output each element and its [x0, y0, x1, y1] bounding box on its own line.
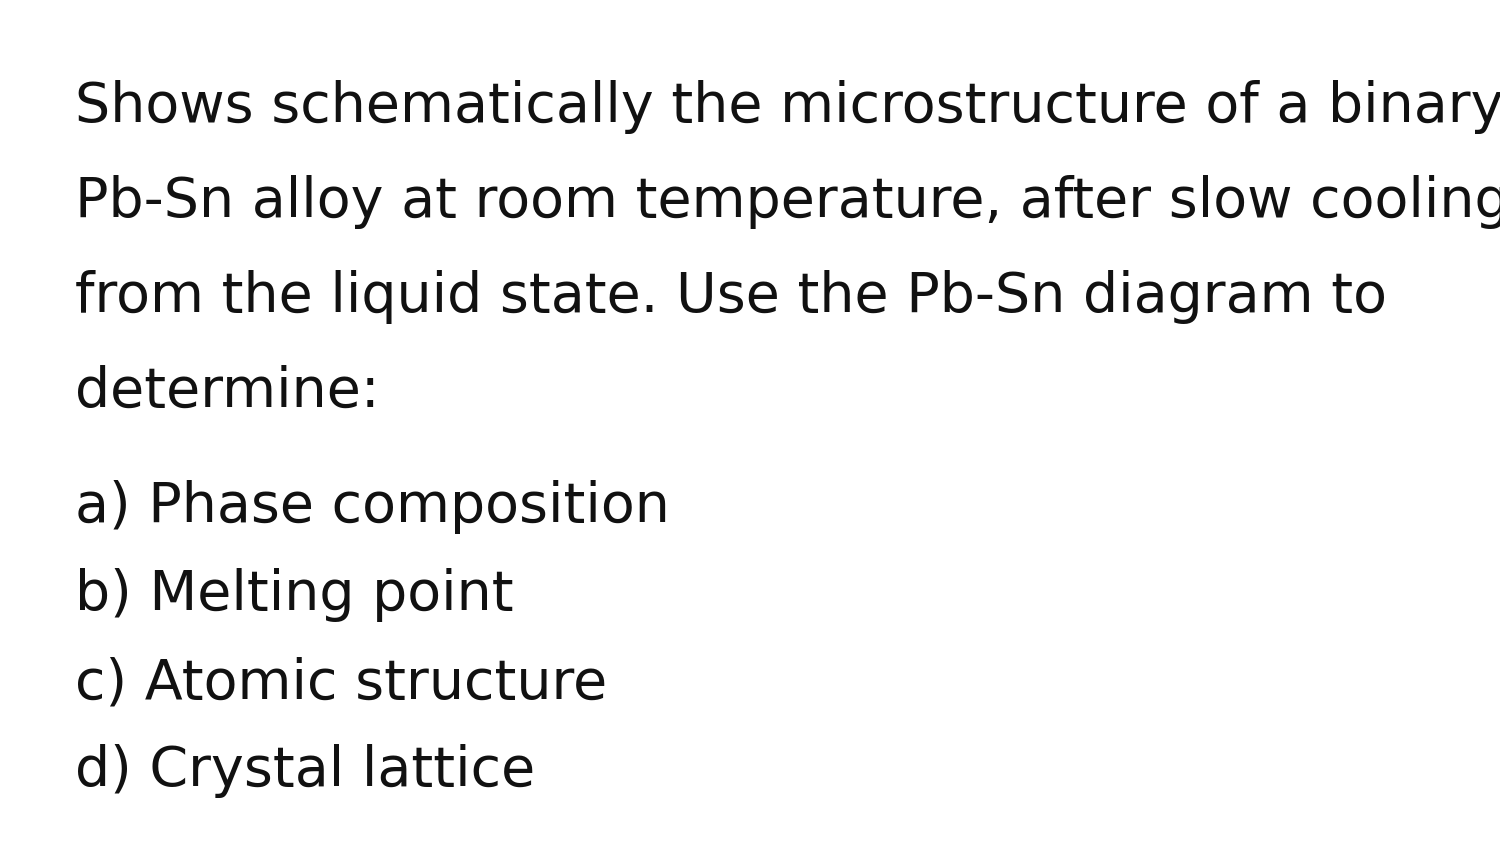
Text: determine:: determine:	[75, 365, 380, 419]
Text: from the liquid state. Use the Pb-Sn diagram to: from the liquid state. Use the Pb-Sn dia…	[75, 270, 1388, 324]
Text: Shows schematically the microstructure of a binary: Shows schematically the microstructure o…	[75, 80, 1500, 134]
Text: a) Phase composition: a) Phase composition	[75, 480, 670, 534]
Text: b) Melting point: b) Melting point	[75, 568, 513, 622]
Text: d) Crystal lattice: d) Crystal lattice	[75, 744, 536, 798]
Text: c) Atomic structure: c) Atomic structure	[75, 656, 608, 710]
Text: Pb-Sn alloy at room temperature, after slow cooling: Pb-Sn alloy at room temperature, after s…	[75, 175, 1500, 229]
